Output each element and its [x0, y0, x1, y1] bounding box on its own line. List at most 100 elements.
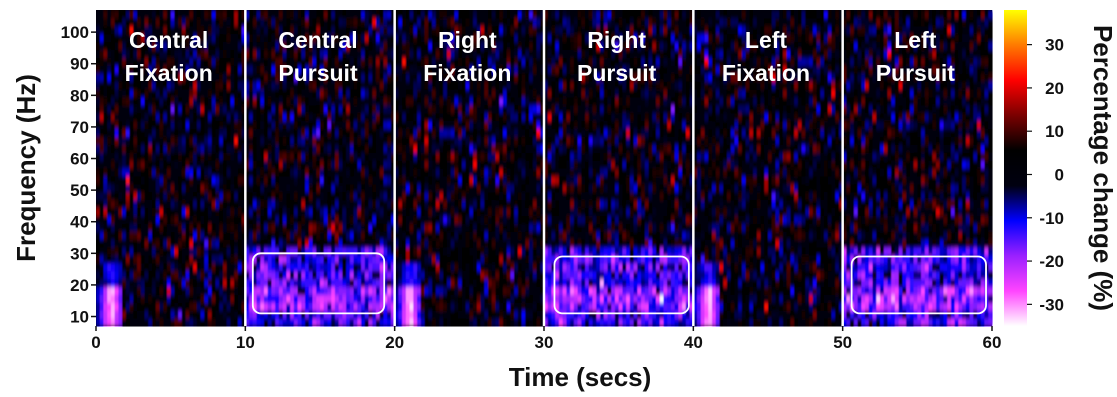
heatmap-cell [241, 104, 246, 114]
heatmap-cell [488, 215, 493, 224]
heatmap-cell [301, 96, 306, 106]
heatmap-cell [260, 318, 265, 327]
heatmap-cell [372, 231, 377, 240]
heatmap-cell [103, 262, 108, 272]
heatmap-cell [256, 136, 261, 145]
heatmap-cell [275, 254, 280, 264]
heatmap-cell [159, 57, 164, 66]
heatmap-cell [237, 302, 243, 311]
heatmap-cell [465, 17, 470, 27]
heatmap-cell [480, 215, 485, 224]
heatmap-cell [181, 112, 187, 122]
heatmap-cell [282, 89, 287, 98]
heatmap-cell [432, 302, 437, 311]
heatmap-cell [170, 25, 175, 35]
heatmap-cell [256, 231, 261, 240]
heatmap-cell [140, 262, 146, 272]
heatmap-cell [148, 302, 153, 311]
heatmap-cell [148, 17, 153, 27]
heatmap-cell [211, 215, 217, 224]
heatmap-cell [249, 183, 254, 193]
heatmap-cell [278, 41, 284, 51]
heatmap-cell [458, 160, 463, 169]
heatmap-cell [413, 25, 418, 35]
heatmap-cell [461, 254, 467, 264]
heatmap-cell [125, 270, 131, 280]
heatmap-cell [349, 183, 355, 193]
heatmap-cell [290, 136, 295, 145]
heatmap-cell [125, 191, 131, 201]
heatmap-cell [290, 183, 295, 193]
heatmap-cell [469, 25, 474, 35]
heatmap-cell [222, 183, 228, 193]
heatmap-cell [327, 152, 332, 161]
heatmap-cell [491, 160, 497, 169]
heatmap-cell [297, 160, 302, 169]
heatmap-cell [152, 112, 157, 122]
heatmap-cell [219, 73, 224, 82]
heatmap-cell [461, 207, 467, 216]
heatmap-cell [144, 199, 149, 209]
heatmap-cell [166, 262, 172, 272]
heatmap-cell [129, 239, 134, 248]
heatmap-cell [234, 262, 239, 272]
heatmap-cell [140, 41, 146, 51]
heatmap-cell [469, 128, 474, 137]
heatmap-cell [249, 81, 254, 90]
heatmap-cell [346, 152, 351, 161]
heatmap-cell [178, 215, 183, 224]
heatmap-cell [405, 41, 411, 51]
heatmap-cell [96, 73, 101, 82]
heatmap-cell [544, 223, 549, 232]
heatmap-cell [506, 17, 511, 27]
heatmap-cell [484, 191, 489, 201]
heatmap-cell [368, 112, 373, 122]
heatmap-cell [555, 262, 560, 272]
heatmap-cell [480, 89, 485, 98]
heatmap-cell [297, 262, 302, 272]
heatmap-cell [133, 96, 138, 106]
heatmap-cell [525, 65, 530, 74]
heatmap-cell [461, 278, 467, 288]
heatmap-cell [103, 215, 108, 224]
heatmap-cell [293, 81, 299, 90]
heatmap-cell [133, 183, 138, 193]
heatmap-cell [230, 10, 235, 19]
heatmap-cell [461, 41, 467, 51]
heatmap-cell [219, 247, 224, 256]
heatmap-cell [193, 207, 198, 216]
heatmap-cell [99, 41, 105, 51]
heatmap-cell [320, 199, 325, 209]
heatmap-cell [536, 112, 541, 122]
heatmap-cell [293, 175, 299, 185]
heatmap-cell [510, 73, 515, 82]
heatmap-cell [331, 168, 336, 177]
heatmap-cell [502, 175, 508, 185]
heatmap-cell [327, 231, 332, 240]
heatmap-cell [275, 223, 280, 232]
heatmap-cell [558, 254, 564, 264]
heatmap-cell [536, 152, 541, 161]
heatmap-cell [297, 254, 302, 264]
heatmap-cell [264, 17, 269, 27]
heatmap-cell [521, 17, 526, 27]
heatmap-cell [114, 89, 119, 98]
heatmap-cell [148, 175, 153, 185]
heatmap-cell [465, 231, 470, 240]
heatmap-cell [417, 231, 422, 240]
heatmap-cell [222, 33, 228, 43]
heatmap-cell [555, 57, 560, 66]
heatmap-cell [499, 128, 504, 137]
heatmap-cell [230, 41, 235, 51]
heatmap-cell [196, 128, 202, 137]
heatmap-cell [488, 25, 493, 35]
heatmap-cell [454, 104, 459, 114]
heatmap-cell [435, 81, 441, 90]
heatmap-cell [215, 89, 220, 98]
heatmap-cell [450, 89, 455, 98]
heatmap-cell [465, 33, 470, 43]
heatmap-cell [357, 41, 362, 51]
heatmap-cell [234, 17, 239, 27]
heatmap-cell [237, 41, 243, 51]
heatmap-cell [510, 231, 515, 240]
